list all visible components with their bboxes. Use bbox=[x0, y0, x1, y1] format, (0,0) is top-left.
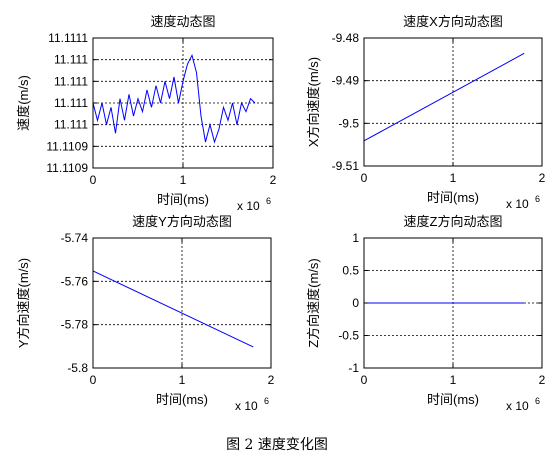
series-line-1 bbox=[363, 52, 525, 142]
y-tick-label: -9.48 bbox=[332, 31, 360, 45]
x-multiplier: x 10 bbox=[506, 197, 529, 211]
x-tick-label: 0 bbox=[90, 173, 97, 187]
x-tick-label: 0 bbox=[361, 171, 368, 185]
x-tick-label: 0 bbox=[361, 373, 368, 387]
y-tick-label: 11.1111 bbox=[48, 31, 88, 45]
x-tick-label: 1 bbox=[180, 173, 187, 187]
x-multiplier-exponent: 6 bbox=[264, 396, 269, 406]
x-tick-label: 2 bbox=[539, 171, 546, 185]
series-line-1 bbox=[92, 53, 256, 144]
chart-title: 速度X方向动态图 bbox=[403, 14, 503, 29]
y-axis-label: Z方向速度(m/s) bbox=[306, 258, 321, 348]
y-tick-label: 1 bbox=[352, 231, 359, 245]
figure-caption: 图 2 速度变化图 bbox=[226, 437, 328, 453]
y-tick-label: 11.111 bbox=[54, 118, 88, 132]
y-tick-label: 11.111 bbox=[54, 96, 88, 110]
chart-title: 速度动态图 bbox=[150, 14, 215, 29]
x-multiplier-exponent: 6 bbox=[535, 194, 540, 204]
y-tick-label: 0 bbox=[352, 296, 359, 310]
y-tick-label: -9.49 bbox=[332, 74, 360, 88]
figure: 0 1 2 11.1109 11.1109 11.111 11.111 11.111 11.11… bbox=[16, 14, 546, 413]
x-axis-label: 时间(ms) bbox=[427, 392, 479, 407]
y-tick-label: -9.5 bbox=[338, 116, 359, 130]
y-tick-label: -5.74 bbox=[61, 231, 89, 245]
chart-title: 速度Y方向动态图 bbox=[132, 214, 232, 229]
x-multiplier: x 10 bbox=[235, 399, 258, 413]
y-tick-label: -5.76 bbox=[61, 274, 89, 288]
y-tick-label: -5.78 bbox=[61, 318, 89, 332]
y-axis-label: X方向速度(m/s) bbox=[306, 57, 321, 147]
y-axis-label: 速度(m/s) bbox=[16, 75, 31, 131]
chart-1: 0 1 2 11.1109 11.1109 11.111 11.111 11.111 11.11… bbox=[16, 14, 277, 213]
y-tick-label: -0.5 bbox=[338, 329, 359, 343]
x-multiplier: x 10 bbox=[237, 199, 260, 213]
y-tick-label: 0.5 bbox=[342, 264, 359, 278]
x-tick-label: 2 bbox=[539, 373, 546, 387]
chart-title: 速度Z方向动态图 bbox=[404, 214, 503, 229]
x-tick-label: 2 bbox=[268, 373, 275, 387]
y-tick-label: -1 bbox=[348, 361, 359, 375]
series-line-1 bbox=[92, 270, 254, 348]
x-tick-label: 2 bbox=[270, 173, 277, 187]
x-tick-label: 1 bbox=[450, 373, 457, 387]
y-tick-label: 11.1109 bbox=[46, 139, 88, 153]
y-tick-label: 11.1109 bbox=[46, 161, 88, 175]
x-multiplier-exponent: 6 bbox=[266, 196, 271, 206]
y-tick-label: 11.111 bbox=[54, 53, 88, 67]
x-tick-label: 1 bbox=[450, 171, 457, 185]
x-axis-label: 时间(ms) bbox=[156, 392, 208, 407]
x-axis-label: 时间(ms) bbox=[427, 190, 479, 205]
y-tick-label: -5.8 bbox=[67, 361, 88, 375]
x-multiplier: x 10 bbox=[506, 399, 529, 413]
x-tick-label: 0 bbox=[90, 373, 97, 387]
y-tick-label: -9.51 bbox=[332, 159, 360, 173]
y-axis-label: Y方向速度(m/s) bbox=[16, 258, 31, 348]
x-multiplier-exponent: 6 bbox=[535, 396, 540, 406]
y-tick-label: 11.111 bbox=[54, 74, 88, 88]
x-tick-label: 1 bbox=[179, 373, 186, 387]
x-axis-label: 时间(ms) bbox=[157, 192, 209, 207]
